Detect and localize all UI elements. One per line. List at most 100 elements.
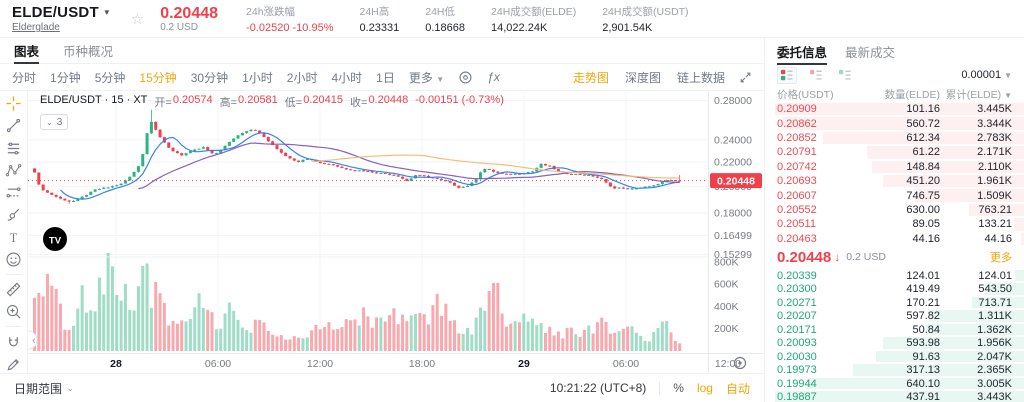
bid-row[interactable]: 0.20093 593.98 1.956K — [765, 336, 1024, 350]
svg-text:18:00: 18:00 — [409, 358, 435, 370]
favorite-star-icon[interactable]: ☆ — [130, 10, 145, 28]
ask-row[interactable]: 0.20852 612.34 2.783K — [765, 131, 1024, 145]
col-price: 价格(USDT) — [777, 88, 834, 101]
ask-row[interactable]: 0.20862 560.72 3.344K — [765, 116, 1024, 130]
svg-text:0.28000: 0.28000 — [714, 95, 752, 107]
stat: 24H成交额(USDT) 2,901.54K — [602, 5, 689, 34]
zoom-in-icon[interactable] — [5, 303, 23, 320]
svg-text:T: T — [10, 230, 18, 244]
mid-price: 0.20448 — [777, 248, 832, 266]
svg-text:TV: TV — [49, 236, 62, 247]
ruler-icon[interactable] — [5, 281, 23, 298]
candle-style-icon[interactable] — [458, 70, 473, 85]
interval-2小时[interactable]: 2小时 — [286, 70, 318, 85]
fib-retracement-icon[interactable] — [5, 140, 23, 157]
bid-row[interactable]: 0.20030 91.63 2.047K — [765, 350, 1024, 364]
tab-coin-overview[interactable]: 币种概况 — [63, 45, 114, 59]
crosshair-icon[interactable] — [5, 95, 23, 112]
ask-row[interactable]: 0.20909 101.16 3.445K — [765, 102, 1024, 116]
header-stats: 24h涨跌幅 -0.02520 -10.95% 24H高 0.23331 24H低 0.1… — [246, 4, 689, 34]
interval-30分钟[interactable]: 30分钟 — [190, 70, 229, 85]
indicators-collapse-button[interactable]: ⌄ 3 — [40, 114, 69, 130]
col-cumulative[interactable]: 累计(ELDE) ▼ — [945, 88, 1012, 101]
bid-row[interactable]: 0.20300 419.49 543.50 — [765, 282, 1024, 296]
interval-1分钟[interactable]: 1分钟 — [50, 70, 81, 85]
bid-row[interactable]: 0.20339 124.01 124.01 — [765, 269, 1024, 283]
ask-row[interactable]: 0.20463 44.16 44.16 — [765, 232, 1024, 246]
chart-tabs: 图表 币种概况 — [0, 38, 764, 64]
percent-scale-button[interactable]: % — [673, 381, 684, 395]
book-bids-only-icon[interactable] — [835, 67, 855, 84]
fullscreen-icon[interactable] — [739, 71, 752, 84]
price-usd: 0.2 USD — [160, 21, 198, 33]
ask-row[interactable]: 0.20511 89.05 133.21 — [765, 217, 1024, 231]
orderbook-panel: 委托信息 最新成交 0.00001 ▼ 价格(USDT) 数量(EL — [764, 38, 1024, 402]
pair-name: ELDE/USDT — [12, 4, 99, 21]
book-combined-icon[interactable] — [777, 66, 797, 84]
view-走势图[interactable]: 走势图 — [572, 70, 609, 85]
interval-1日[interactable]: 1日 — [376, 70, 395, 85]
tab-chart[interactable]: 图表 — [14, 38, 40, 64]
indicators-icon[interactable]: ƒx — [487, 70, 500, 84]
interval-4小时[interactable]: 4小时 — [331, 70, 363, 85]
chevron-down-icon: ▼ — [102, 8, 111, 17]
bid-row[interactable]: 0.20271 170.21 713.71 — [765, 296, 1024, 310]
chart-canvas[interactable]: 0.280000.240000.220000.200000.180000.164… — [18, 91, 764, 373]
trendline-icon[interactable] — [5, 117, 23, 134]
precision-selector[interactable]: 0.00001 ▼ — [961, 69, 1012, 81]
bid-row[interactable]: 0.19944 640.10 3.005K — [765, 377, 1024, 391]
svg-text:0.20448: 0.20448 — [717, 175, 755, 187]
view-深度图[interactable]: 深度图 — [624, 70, 661, 85]
interval-分时[interactable]: 分时 — [12, 70, 37, 85]
ask-row[interactable]: 0.20607 746.75 1.509K — [765, 188, 1024, 202]
emoji-icon[interactable] — [5, 251, 23, 268]
axis-settings-icon — [733, 356, 747, 370]
log-scale-button[interactable]: log — [696, 381, 713, 395]
svg-text:06:00: 06:00 — [205, 358, 231, 370]
chevron-down-icon: ⌄ — [67, 383, 74, 393]
chevron-down-icon: ▼ — [1004, 70, 1012, 80]
text-tool-icon[interactable]: T — [5, 229, 23, 246]
magnet-icon[interactable] — [5, 333, 23, 350]
candlestick-chart[interactable]: 0.280000.240000.220000.200000.180000.164… — [18, 91, 764, 373]
bid-row[interactable]: 0.20171 50.84 1.362K — [765, 323, 1024, 337]
chart-bottom-bar: 日期范围 ⌄ 10:21:22 (UTC+8) % log 自动 — [0, 373, 764, 402]
more-link[interactable]: 更多 — [990, 252, 1012, 265]
draw-pencil-icon[interactable] — [5, 356, 23, 373]
bid-row[interactable]: 0.20207 597.82 1.311K — [765, 309, 1024, 323]
pair-selector[interactable]: ELDE/USDT ▼ Elderglade — [12, 4, 111, 33]
interval-1小时[interactable]: 1小时 — [242, 70, 273, 85]
view-链上数据[interactable]: 链上数据 — [676, 70, 725, 85]
interval-15分钟[interactable]: 15分钟 — [139, 70, 177, 85]
ask-row[interactable]: 0.20742 148.84 2.110K — [765, 160, 1024, 174]
toolbar-divider — [5, 326, 22, 328]
divider — [659, 381, 661, 395]
svg-text:0.15299: 0.15299 — [714, 249, 752, 261]
asks-list: 0.20909 101.16 3.445K 0.20862 560.72 3.344K 0.… — [765, 102, 1024, 246]
svg-text:28: 28 — [110, 358, 122, 370]
svg-text:600K: 600K — [714, 279, 739, 291]
date-range-button[interactable]: 日期范围 ⌄ — [14, 381, 74, 396]
bid-row[interactable]: 0.19887 437.91 3.443K — [765, 390, 1024, 402]
ask-row[interactable]: 0.20791 61.22 2.171K — [765, 145, 1024, 159]
ask-row[interactable]: 0.20693 451.20 1.961K — [765, 174, 1024, 188]
forecast-icon[interactable] — [5, 184, 23, 201]
svg-text:400K: 400K — [714, 301, 739, 313]
bid-row[interactable]: 0.19973 317.13 2.365K — [765, 363, 1024, 377]
interval-5分钟[interactable]: 5分钟 — [94, 70, 126, 85]
brush-icon[interactable] — [5, 206, 23, 223]
auto-scale-button[interactable]: 自动 — [725, 381, 750, 396]
drawing-toolbar: T — [0, 91, 28, 373]
tab-order-book[interactable]: 委托信息 — [777, 38, 828, 65]
book-asks-only-icon[interactable] — [806, 67, 826, 84]
svg-text:0.18000: 0.18000 — [714, 208, 752, 220]
tab-latest-trades[interactable]: 最新成交 — [845, 45, 896, 60]
ask-row[interactable]: 0.20552 630.00 763.21 — [765, 203, 1024, 217]
view-switcher: 走势图 深度图 链上数据 — [573, 69, 725, 86]
price-block: 0.20448 0.2 USD — [160, 5, 218, 33]
mid-price-usd: 0.2 USD — [846, 251, 886, 264]
xabcd-pattern-icon[interactable] — [5, 162, 23, 179]
more-intervals-button[interactable]: 更多 ▼ — [408, 70, 445, 85]
toolbar-divider — [5, 274, 22, 275]
